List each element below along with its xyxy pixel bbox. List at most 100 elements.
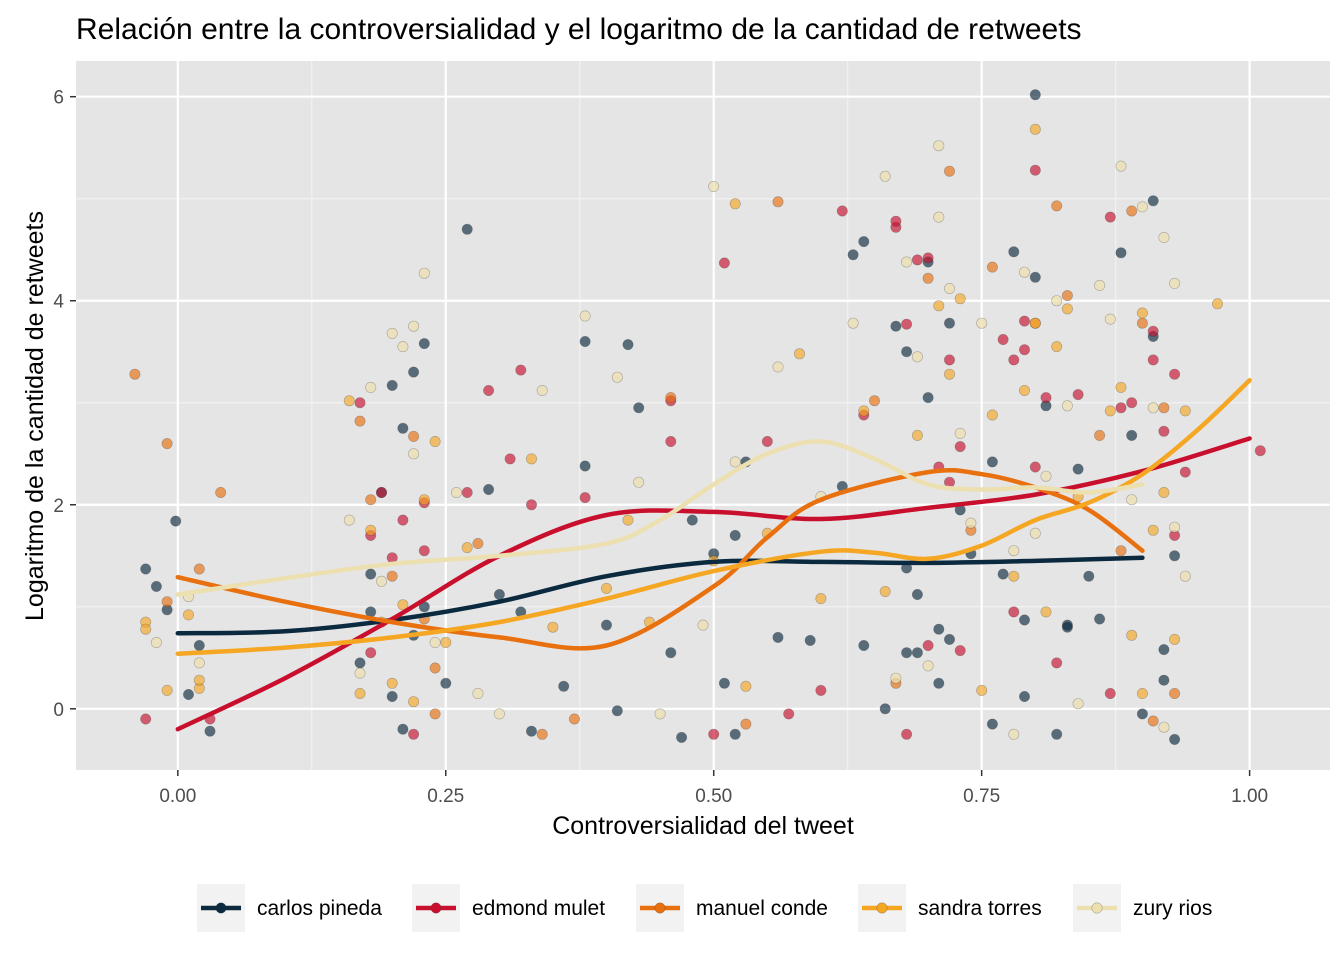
data-point — [408, 366, 420, 378]
data-point — [697, 619, 709, 631]
data-point — [1029, 527, 1041, 539]
data-point — [129, 368, 141, 380]
data-point — [365, 494, 377, 506]
data-point — [729, 456, 741, 468]
data-point — [718, 257, 730, 269]
data-point — [365, 647, 377, 659]
data-point — [933, 677, 945, 689]
data-point — [943, 633, 955, 645]
legend-label: manuel conde — [696, 897, 828, 920]
data-point — [922, 660, 934, 672]
data-point — [183, 688, 195, 700]
data-point — [847, 249, 859, 261]
data-point — [729, 529, 741, 541]
data-point — [943, 368, 955, 380]
data-point — [965, 517, 977, 529]
data-point — [901, 318, 913, 330]
data-point — [761, 435, 773, 447]
data-point — [922, 252, 934, 264]
data-point — [343, 395, 355, 407]
points-layer — [129, 89, 1266, 745]
data-point — [740, 718, 752, 730]
data-point — [525, 725, 537, 737]
data-point — [954, 293, 966, 305]
data-point — [1169, 550, 1181, 562]
data-point — [911, 254, 923, 266]
data-point — [976, 684, 988, 696]
data-point — [429, 435, 441, 447]
data-point — [1169, 687, 1181, 699]
data-point — [429, 662, 441, 674]
data-point — [1179, 405, 1191, 417]
data-point — [911, 351, 923, 363]
data-point — [525, 499, 537, 511]
data-point — [986, 261, 998, 273]
data-point — [161, 438, 173, 450]
data-point — [1158, 425, 1170, 437]
data-point — [472, 687, 484, 699]
data-point — [1136, 317, 1148, 329]
data-point — [1104, 313, 1116, 325]
data-point — [1115, 545, 1127, 557]
data-point — [1158, 674, 1170, 686]
data-point — [1212, 298, 1224, 310]
data-point — [1061, 290, 1073, 302]
y-tick-label: 0 — [53, 700, 64, 721]
data-point — [772, 196, 784, 208]
data-point — [204, 725, 216, 737]
chart-title: Relación entre la controversialidad y el… — [76, 13, 1082, 46]
axis-ticks — [70, 95, 1251, 776]
data-point — [815, 593, 827, 605]
data-point — [397, 341, 409, 353]
data-point — [1072, 389, 1084, 401]
data-point — [1051, 295, 1063, 307]
data-point — [1029, 123, 1041, 135]
data-point — [976, 317, 988, 329]
data-point — [429, 636, 441, 648]
data-point — [1018, 384, 1030, 396]
data-point — [140, 563, 152, 575]
data-point — [354, 687, 366, 699]
y-tick-label: 2 — [53, 496, 64, 517]
data-point — [1061, 621, 1073, 633]
data-point — [1008, 728, 1020, 740]
legend-label: zury rios — [1133, 897, 1212, 920]
data-point — [493, 708, 505, 720]
x-tick-label: 0.75 — [963, 786, 1000, 807]
data-point — [579, 460, 591, 472]
data-point — [943, 282, 955, 294]
data-point — [408, 696, 420, 708]
data-point — [943, 354, 955, 366]
data-point — [772, 631, 784, 643]
data-point — [1169, 277, 1181, 289]
data-point — [1072, 698, 1084, 710]
data-point — [343, 514, 355, 526]
data-point — [943, 165, 955, 177]
x-axis-title: Controversialidad del tweet — [552, 812, 854, 840]
data-point — [933, 140, 945, 152]
data-point — [1018, 266, 1030, 278]
data-point — [901, 728, 913, 740]
y-axis-title: Logaritmo de la cantidad de retweets — [21, 211, 49, 621]
y-tick-label: 4 — [53, 292, 64, 313]
data-point — [408, 448, 420, 460]
data-point — [879, 703, 891, 715]
data-point — [901, 647, 913, 659]
data-point — [890, 320, 902, 332]
series-line — [175, 439, 1145, 597]
data-point — [386, 570, 398, 582]
data-point — [386, 677, 398, 689]
legend-key-point — [654, 902, 666, 914]
data-point — [354, 397, 366, 409]
data-point — [708, 728, 720, 740]
data-point — [1040, 392, 1052, 404]
tick-labels: 0.00 0.25 0.50 0.75 1.00 0 2 4 6 — [53, 88, 1268, 807]
data-point — [397, 422, 409, 434]
data-point — [354, 415, 366, 427]
data-point — [1147, 524, 1159, 536]
data-point — [140, 713, 152, 725]
data-point — [365, 524, 377, 536]
data-point — [1136, 687, 1148, 699]
data-point — [1029, 89, 1041, 101]
data-point — [1169, 733, 1181, 745]
